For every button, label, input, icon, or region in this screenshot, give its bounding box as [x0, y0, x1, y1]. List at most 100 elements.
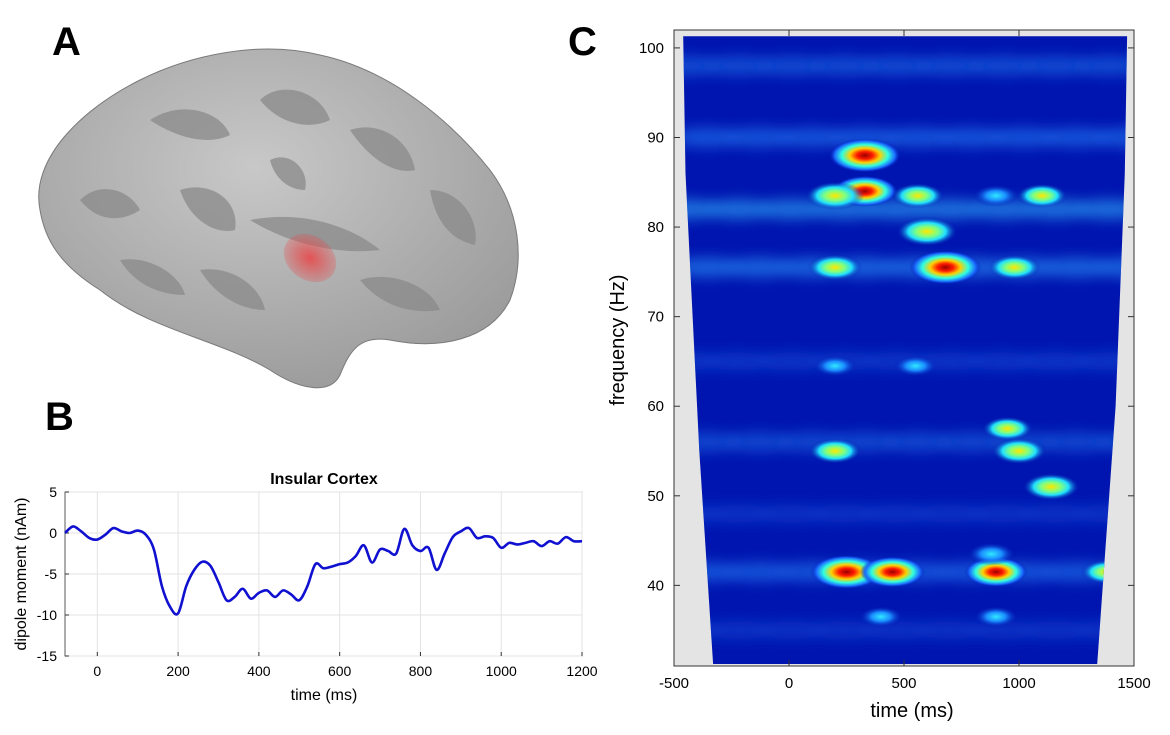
tfr-texture-blob [916, 621, 984, 640]
tfr-y-ticks: 100 90 80 70 60 50 40 [639, 40, 1134, 594]
panel-label-b: B [45, 395, 74, 439]
trace-y-axis-label: dipole moment (nAm) [13, 498, 30, 651]
tfr-texture-blob [704, 200, 773, 219]
tfr-texture-blob [1021, 504, 1090, 523]
tfr-texture-blob [1095, 128, 1128, 147]
tfr-texture-blob [1021, 621, 1090, 640]
tfr-texture-blob [968, 56, 1037, 75]
trace-y-tick-label: -10 [37, 607, 57, 623]
brain-illustration [38, 48, 519, 389]
tfr-hotspot [988, 254, 1041, 280]
tfr-texture-blob [968, 352, 1037, 371]
trace-x-tick-label: 1200 [566, 663, 597, 679]
tfr-texture-blob [1042, 258, 1111, 277]
tfr-y-tick-label: 50 [647, 488, 664, 505]
tfr-hotspot [991, 438, 1047, 465]
tfr-texture-blob [704, 621, 773, 640]
tfr-texture-blob [883, 433, 952, 452]
tfr-y-axis-label: frequency (Hz) [607, 274, 629, 405]
trace-x-axis-label: time (ms) [291, 687, 358, 704]
tfr-texture-blob [1021, 352, 1090, 371]
tfr-texture-blob [916, 504, 984, 523]
trace-x-tick-label: 600 [328, 663, 352, 679]
trace-x-tick-label: 800 [409, 663, 433, 679]
tfr-texture-blob [810, 504, 879, 523]
tfr-x-tick-label: -500 [659, 675, 689, 692]
tfr-x-axis-label: time (ms) [870, 700, 953, 722]
tfr-texture-blob [683, 56, 720, 75]
tfr-y-tick-label: 80 [647, 219, 664, 236]
trace-y-ticks: 5 0 -5 -10 -15 [37, 484, 69, 664]
tfr-hotspot [973, 184, 1019, 207]
tfr-texture-blob [704, 56, 773, 75]
tfr-texture-blob [1095, 258, 1128, 277]
tfr-texture-blob [936, 128, 1005, 147]
tfr-hotspot [909, 250, 982, 285]
tfr-texture-blob [883, 128, 952, 147]
tfr-texture-blob [757, 352, 826, 371]
trace-y-tick-label: -15 [37, 648, 57, 664]
tfr-hotspot [893, 355, 938, 377]
tfr-texture-blob [968, 504, 1037, 523]
tfr-hotspot [1022, 473, 1080, 501]
tfr-hotspots [805, 138, 1128, 628]
trace-x-ticks: 0 200 400 600 800 1000 1200 [93, 652, 598, 679]
tfr-hotspot [1017, 183, 1067, 208]
tfr-hotspot [808, 438, 862, 464]
tfr-hotspot [896, 217, 958, 247]
tfr-texture-blob [863, 504, 932, 523]
trace-x-tick-label: 0 [93, 663, 101, 679]
tfr-hotspot [967, 542, 1016, 566]
tfr-texture-blob [863, 56, 932, 75]
tfr-x-tick-label: 1000 [1002, 675, 1035, 692]
trace-y-tick-label: 5 [49, 484, 57, 500]
tfr-texture-blob [1042, 433, 1111, 452]
trace-x-tick-label: 400 [247, 663, 271, 679]
tfr-hotspot [807, 254, 863, 281]
tfr-hotspot [813, 355, 857, 377]
tfr-texture-blob [704, 352, 773, 371]
tfr-hotspot [810, 554, 883, 589]
tfr-x-ticks: -500 0 500 1000 1500 [659, 30, 1151, 692]
tfr-texture-blob [725, 128, 794, 147]
tfr-texture-blob [810, 621, 879, 640]
tfr-texture-blob [1095, 433, 1128, 452]
tfr-texture-blob [1074, 56, 1128, 75]
tfr-hotspot [982, 416, 1033, 441]
tfr-y-tick-label: 70 [647, 309, 664, 326]
tfr-texture-blob [778, 128, 846, 147]
tfr-y-tick-label: 40 [647, 577, 664, 594]
trace-series-line [64, 525, 583, 616]
tfr-texture-blob [1042, 128, 1111, 147]
panel-label-c: C [568, 20, 597, 64]
panel-label-a: A [52, 20, 81, 64]
trace-x-tick-label: 200 [166, 663, 190, 679]
tfr-hotspot [805, 181, 865, 210]
tfr-hotspot [859, 606, 903, 628]
tfr-texture-blob [725, 433, 794, 452]
sulci [80, 89, 476, 312]
tfr-texture-blob [725, 562, 794, 581]
tfr-y-tick-label: 90 [647, 129, 664, 146]
tfr-hotspot [828, 138, 901, 173]
tfr-texture-blob [725, 258, 794, 277]
tfr-texture-blob [757, 200, 826, 219]
tfr-x-tick-label: 500 [891, 675, 916, 692]
tfr-heatmap-layer [683, 36, 1128, 664]
tfr-texture-blob [683, 128, 741, 147]
tfr-texture-blob [989, 128, 1058, 147]
tfr-hotspot [964, 556, 1028, 587]
tfr-hotspot [891, 183, 944, 209]
tfr-texture-blob [757, 621, 826, 640]
insula-highlight [283, 233, 337, 283]
trace-y-tick-label: -5 [45, 566, 58, 582]
tfr-texture-blob [916, 56, 984, 75]
brain-surface-rendering [20, 40, 530, 400]
tfr-texture-blob [704, 504, 773, 523]
tfr-y-tick-label: 100 [639, 40, 664, 57]
tfr-texture-blob [757, 56, 826, 75]
tfr-hotspot [974, 606, 1018, 628]
tfr-x-tick-label: 1500 [1117, 675, 1150, 692]
tfr-texture-blob [757, 504, 826, 523]
tfr-texture-blob [936, 433, 1005, 452]
